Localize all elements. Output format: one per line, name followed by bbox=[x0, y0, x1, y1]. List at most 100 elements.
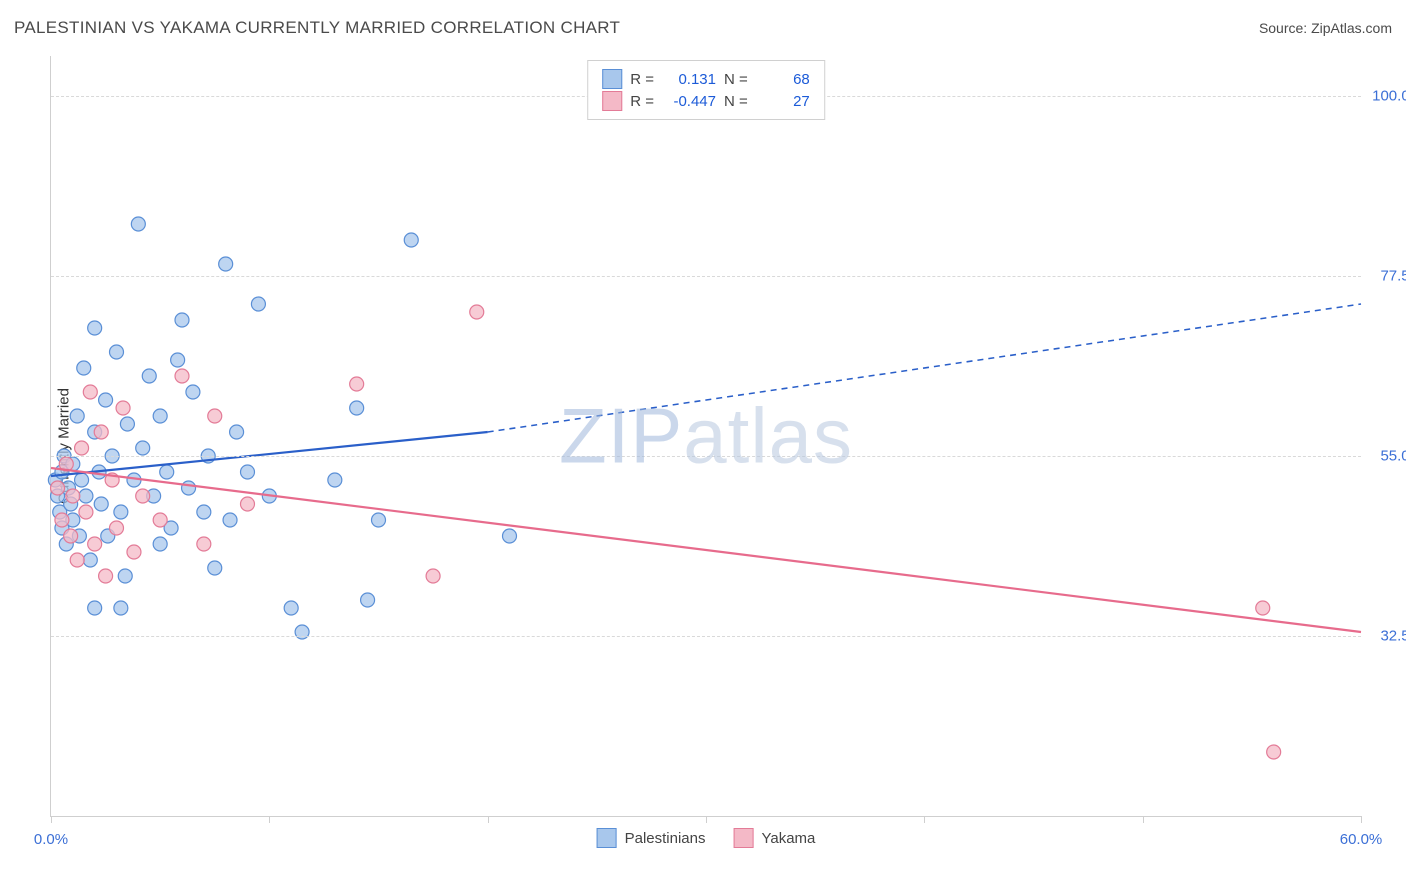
scatter-point bbox=[120, 417, 134, 431]
scatter-point bbox=[1256, 601, 1270, 615]
scatter-point bbox=[70, 409, 84, 423]
scatter-point bbox=[175, 313, 189, 327]
scatter-point bbox=[79, 489, 93, 503]
gridline bbox=[51, 276, 1361, 277]
bottom-legend-item: Palestinians bbox=[597, 828, 706, 848]
scatter-point bbox=[350, 377, 364, 391]
scatter-point bbox=[284, 601, 298, 615]
plot-area: ZIPatlas R = 0.131 N = 68 R = -0.447 N =… bbox=[50, 56, 1361, 817]
legend-n-label: N = bbox=[724, 93, 748, 110]
bottom-legend: Palestinians Yakama bbox=[597, 828, 816, 848]
scatter-point bbox=[88, 321, 102, 335]
scatter-point bbox=[114, 505, 128, 519]
x-tick-label: 0.0% bbox=[34, 831, 68, 848]
scatter-point bbox=[160, 465, 174, 479]
scatter-point bbox=[175, 369, 189, 383]
scatter-point bbox=[251, 297, 265, 311]
scatter-point bbox=[110, 521, 124, 535]
x-tick bbox=[269, 816, 270, 823]
scatter-point bbox=[182, 481, 196, 495]
scatter-point bbox=[116, 401, 130, 415]
x-tick-label: 60.0% bbox=[1340, 831, 1383, 848]
scatter-point bbox=[131, 217, 145, 231]
scatter-point bbox=[51, 481, 65, 495]
scatter-point bbox=[79, 505, 93, 519]
bottom-legend-item: Yakama bbox=[733, 828, 815, 848]
legend-n-label: N = bbox=[724, 71, 748, 88]
scatter-point bbox=[404, 233, 418, 247]
scatter-point bbox=[142, 369, 156, 383]
scatter-point bbox=[241, 465, 255, 479]
scatter-point bbox=[503, 529, 517, 543]
gridline bbox=[51, 456, 1361, 457]
x-tick bbox=[706, 816, 707, 823]
scatter-point bbox=[1267, 745, 1281, 759]
x-tick bbox=[51, 816, 52, 823]
scatter-point bbox=[88, 537, 102, 551]
legend-r-label: R = bbox=[630, 93, 654, 110]
scatter-point bbox=[94, 497, 108, 511]
scatter-point bbox=[136, 489, 150, 503]
y-tick-label: 32.5% bbox=[1380, 628, 1406, 645]
scatter-point bbox=[197, 505, 211, 519]
legend-r-value: 0.131 bbox=[662, 71, 716, 88]
scatter-point bbox=[88, 601, 102, 615]
scatter-point bbox=[75, 441, 89, 455]
scatter-point bbox=[118, 569, 132, 583]
scatter-point bbox=[350, 401, 364, 415]
scatter-point bbox=[223, 513, 237, 527]
trend-line-dashed bbox=[488, 304, 1361, 432]
scatter-point bbox=[219, 257, 233, 271]
scatter-point bbox=[99, 569, 113, 583]
y-tick-label: 100.0% bbox=[1372, 88, 1406, 105]
legend-r-label: R = bbox=[630, 71, 654, 88]
x-tick bbox=[1143, 816, 1144, 823]
y-tick-label: 77.5% bbox=[1380, 268, 1406, 285]
scatter-point bbox=[153, 409, 167, 423]
scatter-point bbox=[66, 489, 80, 503]
legend-r-value: -0.447 bbox=[662, 93, 716, 110]
scatter-point bbox=[110, 345, 124, 359]
top-legend: R = 0.131 N = 68 R = -0.447 N = 27 bbox=[587, 60, 825, 120]
scatter-point bbox=[127, 545, 141, 559]
scatter-point bbox=[328, 473, 342, 487]
scatter-point bbox=[83, 385, 97, 399]
trend-line bbox=[51, 468, 1361, 632]
scatter-point bbox=[99, 393, 113, 407]
scatter-point bbox=[153, 513, 167, 527]
scatter-point bbox=[114, 601, 128, 615]
legend-swatch-yakama bbox=[733, 828, 753, 848]
chart-svg bbox=[51, 56, 1361, 816]
scatter-point bbox=[55, 513, 69, 527]
legend-row: R = -0.447 N = 27 bbox=[602, 91, 810, 111]
scatter-point bbox=[426, 569, 440, 583]
scatter-point bbox=[75, 473, 89, 487]
x-tick bbox=[924, 816, 925, 823]
bottom-legend-label: Palestinians bbox=[625, 830, 706, 847]
scatter-point bbox=[77, 361, 91, 375]
gridline bbox=[51, 636, 1361, 637]
scatter-point bbox=[64, 529, 78, 543]
source-label: Source: ZipAtlas.com bbox=[1259, 20, 1392, 36]
scatter-point bbox=[186, 385, 200, 399]
scatter-point bbox=[372, 513, 386, 527]
legend-n-value: 68 bbox=[756, 71, 810, 88]
legend-row: R = 0.131 N = 68 bbox=[602, 69, 810, 89]
scatter-point bbox=[70, 553, 84, 567]
legend-swatch-palestinians bbox=[602, 69, 622, 89]
y-tick-label: 55.0% bbox=[1380, 448, 1406, 465]
legend-n-value: 27 bbox=[756, 93, 810, 110]
scatter-point bbox=[361, 593, 375, 607]
scatter-point bbox=[208, 561, 222, 575]
scatter-point bbox=[208, 409, 222, 423]
scatter-point bbox=[136, 441, 150, 455]
scatter-point bbox=[241, 497, 255, 511]
x-tick bbox=[1361, 816, 1362, 823]
scatter-point bbox=[230, 425, 244, 439]
chart-title: PALESTINIAN VS YAKAMA CURRENTLY MARRIED … bbox=[14, 18, 620, 38]
legend-swatch-palestinians bbox=[597, 828, 617, 848]
title-bar: PALESTINIAN VS YAKAMA CURRENTLY MARRIED … bbox=[14, 18, 1392, 38]
scatter-point bbox=[94, 425, 108, 439]
scatter-point bbox=[153, 537, 167, 551]
scatter-point bbox=[171, 353, 185, 367]
